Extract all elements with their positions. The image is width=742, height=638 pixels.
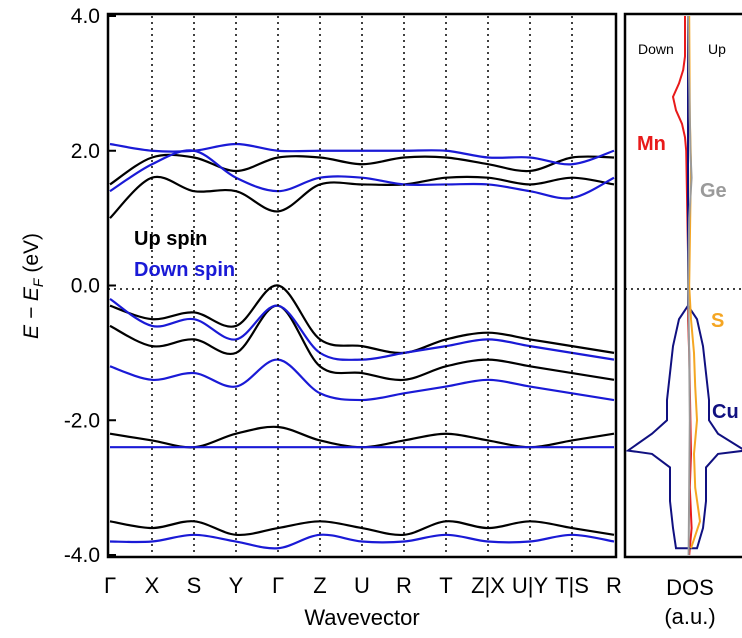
kpath-dividers	[151, 16, 573, 555]
down-spin-band	[109, 142, 615, 166]
y-axis-label-sub: F	[30, 277, 46, 287]
x-axis-ticks: Γ X S Y Γ Z U R T Z|X U|Y T|S R	[104, 573, 622, 598]
dos-label-ge: Ge	[700, 180, 727, 202]
x-axis-label: Wavevector	[304, 605, 419, 630]
y-tick-label: 0.0	[71, 275, 100, 298]
dos-plot-frame	[623, 12, 742, 559]
y-axis-label-unit: (eV)	[20, 233, 43, 279]
x-tick-label: T|S	[555, 573, 589, 598]
dos-label-mn: Mn	[637, 133, 666, 155]
x-tick-label: Z|X	[471, 573, 505, 598]
legend-down-spin: Down spin	[134, 259, 235, 281]
y-tick-label: 2.0	[71, 140, 100, 163]
x-tick-label: R	[606, 573, 622, 598]
y-axis-label-main: E − E	[20, 286, 43, 339]
y-axis-ticks: -4.0 -2.0 0.0 2.0 4.0	[64, 5, 116, 567]
x-tick-label: Y	[229, 573, 244, 598]
dos-side-up: Up	[708, 41, 726, 57]
y-axis-label: E − EF (eV)	[20, 233, 46, 339]
dos-curve-ge	[686, 15, 693, 556]
dos-label-cu: Cu	[712, 401, 739, 423]
down-spin-band	[109, 533, 615, 550]
x-tick-label: R	[396, 573, 412, 598]
dos-side-down: Down	[638, 41, 674, 57]
dos-panel: Down Up Mn Ge S Cu DOS (a.u.)	[623, 12, 742, 629]
dos-curves	[625, 15, 742, 556]
y-tick-label: 4.0	[71, 5, 100, 28]
dos-curve-cu	[625, 16, 742, 550]
x-tick-label: S	[187, 573, 202, 598]
up-spin-band	[109, 304, 615, 382]
y-tick-label: -2.0	[64, 409, 100, 432]
x-tick-label: T	[439, 573, 452, 598]
legend-up-spin: Up spin	[134, 228, 207, 250]
x-tick-label: X	[145, 573, 160, 598]
dos-label-s: S	[711, 310, 724, 332]
dos-xlabel-line2: (a.u.)	[664, 604, 715, 629]
dos-xlabel-line1: DOS	[666, 575, 714, 600]
y-tick-label: -4.0	[64, 544, 100, 567]
dos-curve-mn	[671, 16, 693, 556]
x-tick-label: Z	[313, 573, 326, 598]
up-spin-band	[109, 153, 615, 186]
x-tick-label: U|Y	[512, 573, 549, 598]
x-tick-label: Γ	[272, 573, 284, 598]
x-tick-label: Γ	[104, 573, 116, 598]
x-tick-label: U	[354, 573, 370, 598]
band-structure-panel: -4.0 -2.0 0.0 2.0 4.0 Γ X S Y Γ Z U R T Z|X U|Y T|S R Up…	[20, 5, 622, 630]
